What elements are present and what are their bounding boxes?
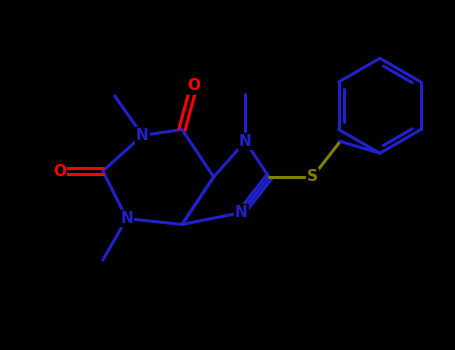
- Text: N: N: [239, 134, 252, 149]
- Text: N: N: [136, 128, 149, 143]
- Text: O: O: [53, 163, 66, 178]
- Text: O: O: [187, 78, 200, 93]
- Text: S: S: [307, 169, 318, 184]
- Text: N: N: [120, 211, 133, 226]
- Text: N: N: [235, 205, 248, 220]
